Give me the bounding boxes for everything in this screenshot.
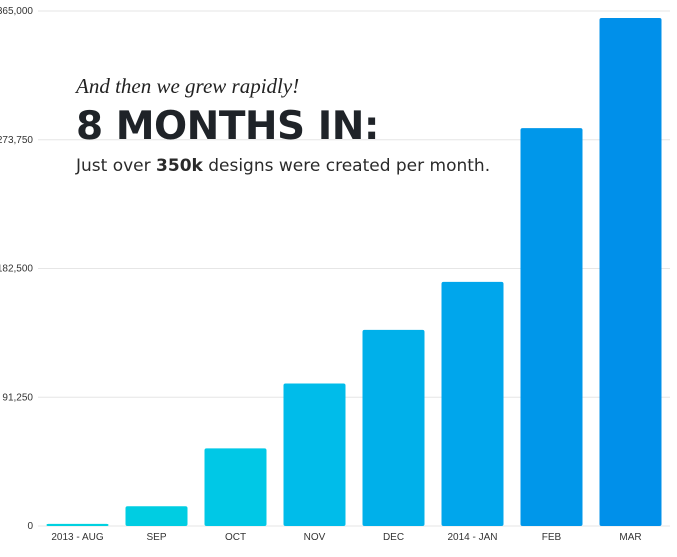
headline-title: 8 MONTHS IN: [76, 104, 379, 149]
bar-dec [362, 329, 425, 526]
headline-subtitle: Just over 350k designs were created per … [76, 154, 536, 178]
bar-2013-aug [46, 523, 109, 526]
x-category-label: MAR [619, 532, 641, 543]
bars [46, 18, 662, 526]
y-axis-tick-labels: 0 91,250 182,500 273,750 365,000 [0, 6, 33, 532]
headline-block: And then we grew rapidly! 8 MONTHS IN: J… [76, 72, 536, 178]
x-category-label: FEB [542, 532, 562, 543]
bar-sep [125, 506, 188, 526]
bar-mar [599, 18, 662, 526]
bar-oct [204, 448, 267, 526]
bar-nov [283, 383, 346, 526]
y-tick-label: 273,750 [0, 135, 33, 146]
y-tick-label: 182,500 [0, 264, 33, 275]
x-category-label: DEC [383, 532, 404, 543]
subtitle-highlight: 350k [156, 156, 203, 176]
subtitle-suffix: designs were created per month. [202, 156, 491, 176]
x-category-label: 2014 - JAN [447, 532, 497, 543]
x-axis-category-labels: 2013 - AUG SEP OCT NOV DEC 2014 - JAN FEB MAR [51, 532, 641, 543]
y-tick-label: 91,250 [2, 392, 33, 403]
x-category-label: OCT [225, 532, 246, 543]
bar-2014-jan [441, 281, 504, 526]
x-category-label: NOV [304, 532, 326, 543]
x-category-label: 2013 - AUG [51, 532, 103, 543]
headline-tagline: And then we grew rapidly! [76, 74, 300, 98]
x-category-label: SEP [146, 532, 166, 543]
bar-feb [520, 128, 583, 526]
y-tick-label: 365,000 [0, 6, 33, 17]
y-tick-label: 0 [27, 521, 33, 532]
subtitle-prefix: Just over [76, 156, 157, 176]
